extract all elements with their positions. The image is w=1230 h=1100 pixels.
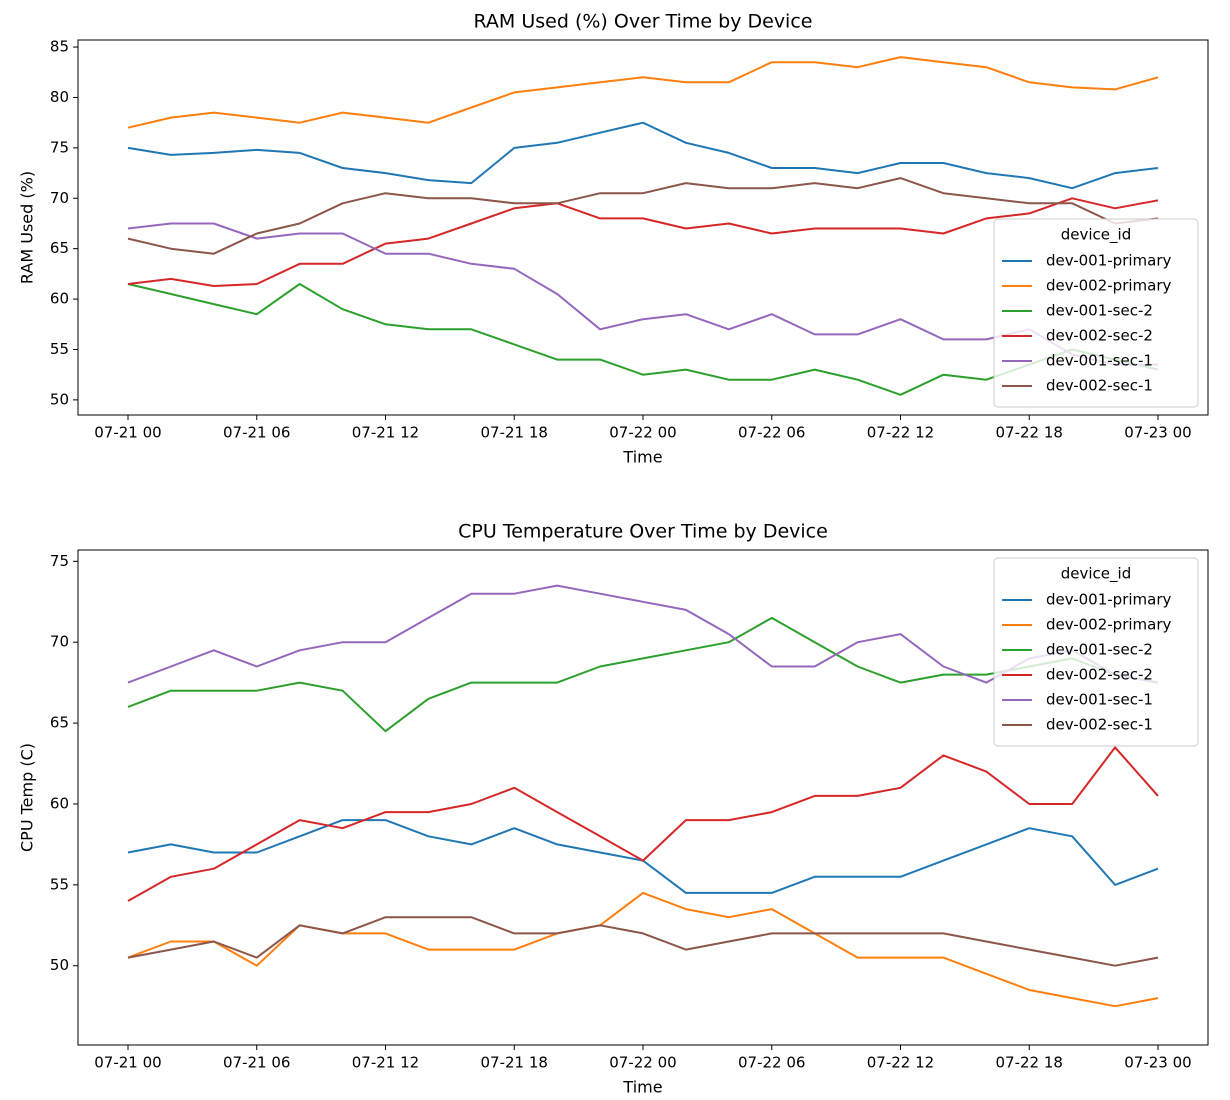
- y-tick-label: 65: [50, 714, 69, 732]
- x-tick-label: 07-21 18: [481, 1054, 548, 1072]
- legend-label: dev-002-primary: [1046, 616, 1172, 634]
- y-tick-label: 50: [50, 956, 69, 974]
- series-line: [127, 746, 1159, 902]
- series-line: [127, 56, 1159, 129]
- x-axis-label: Time: [622, 448, 662, 467]
- legend-box: [993, 218, 1199, 408]
- x-tick-label: 07-23 00: [1124, 424, 1191, 442]
- legend-label: dev-001-primary: [1046, 591, 1172, 609]
- series-line: [127, 177, 1159, 255]
- y-tick-label: 65: [50, 239, 69, 257]
- legend: device_id dev-001-primary dev-002-primary d…: [993, 557, 1199, 747]
- y-tick-label: 60: [50, 794, 69, 812]
- series-line: [127, 819, 1159, 894]
- legend-label: dev-001-sec-2: [1046, 302, 1153, 320]
- legend-title: device_id: [1061, 226, 1131, 245]
- x-axis-label: Time: [622, 1078, 662, 1097]
- series-line: [127, 283, 1159, 396]
- x-tick-label: 07-22 06: [738, 1054, 805, 1072]
- legend-label: dev-002-sec-1: [1046, 377, 1153, 395]
- x-tick-label: 07-22 06: [738, 424, 805, 442]
- series-line: [127, 584, 1159, 684]
- y-tick-label: 75: [50, 552, 69, 570]
- series-line: [127, 121, 1159, 190]
- x-tick-label: 07-22 00: [609, 424, 676, 442]
- series-line: [127, 916, 1159, 967]
- x-tick-label: 07-22 00: [609, 1054, 676, 1072]
- plot-frame: [77, 39, 1209, 416]
- x-tick-label: 07-23 00: [1124, 1054, 1191, 1072]
- x-tick-label: 07-21 18: [481, 424, 548, 442]
- legend: device_id dev-001-primary dev-002-primary d…: [993, 218, 1199, 408]
- y-tick-label: 60: [50, 290, 69, 308]
- y-tick-label: 55: [50, 875, 69, 893]
- chart-title: RAM Used (%) Over Time by Device: [474, 11, 813, 33]
- legend-label: dev-001-primary: [1046, 252, 1172, 270]
- series-line: [127, 891, 1159, 1008]
- legend-title: device_id: [1061, 565, 1131, 584]
- legend-box: [993, 557, 1199, 747]
- y-tick-label: 70: [50, 189, 69, 207]
- x-tick-label: 07-21 00: [94, 1054, 161, 1072]
- y-axis-label: CPU Temp (C): [18, 743, 37, 852]
- plot-frame: [77, 549, 1209, 1046]
- series-line: [127, 616, 1159, 733]
- series-line: [127, 197, 1159, 287]
- x-tick-label: 07-21 12: [352, 1054, 419, 1072]
- legend-label: dev-001-sec-1: [1046, 691, 1153, 709]
- y-tick-label: 50: [50, 390, 69, 408]
- y-tick-label: 70: [50, 633, 69, 651]
- y-axis-label: RAM Used (%): [18, 171, 37, 284]
- x-tick-label: 07-21 06: [223, 1054, 290, 1072]
- y-tick-label: 75: [50, 138, 69, 156]
- legend-label: dev-002-sec-1: [1046, 716, 1153, 734]
- series-line: [127, 222, 1158, 366]
- legend-label: dev-001-sec-1: [1046, 352, 1153, 370]
- legend-label: dev-002-primary: [1046, 277, 1172, 295]
- legend-label: dev-002-sec-2: [1046, 327, 1153, 345]
- x-tick-label: 07-22 18: [996, 424, 1063, 442]
- y-tick-label: 80: [50, 88, 69, 106]
- y-tick-label: 55: [50, 340, 69, 358]
- x-tick-label: 07-22 12: [867, 424, 934, 442]
- x-tick-label: 07-22 12: [867, 1054, 934, 1072]
- x-tick-label: 07-21 12: [352, 424, 419, 442]
- x-tick-label: 07-21 00: [94, 424, 161, 442]
- x-tick-label: 07-21 06: [223, 424, 290, 442]
- chart-title: CPU Temperature Over Time by Device: [458, 521, 828, 543]
- y-tick-label: 85: [50, 38, 69, 56]
- legend-label: dev-002-sec-2: [1046, 666, 1153, 684]
- x-tick-label: 07-22 18: [996, 1054, 1063, 1072]
- legend-label: dev-001-sec-2: [1046, 641, 1153, 659]
